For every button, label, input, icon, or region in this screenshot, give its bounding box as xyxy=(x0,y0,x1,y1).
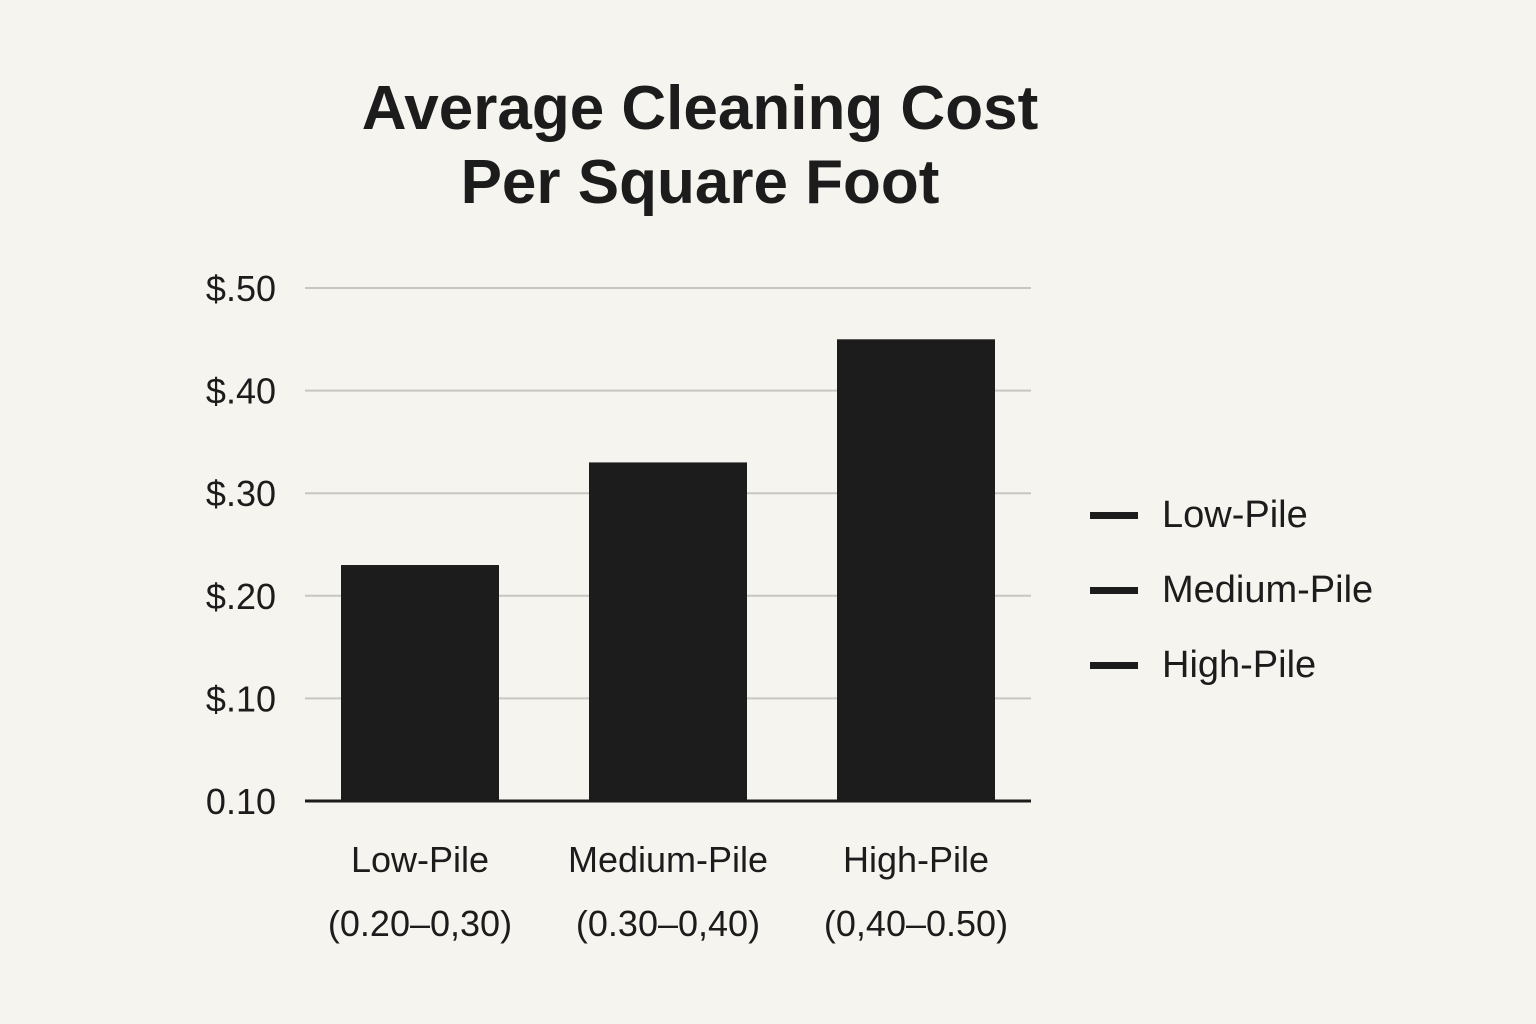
legend-label: High-Pile xyxy=(1162,644,1317,686)
bar-low-pile xyxy=(341,565,499,801)
y-tick-label: $.30 xyxy=(206,473,276,514)
y-tick-label: $.40 xyxy=(206,371,276,412)
bar-high-pile xyxy=(837,339,995,801)
y-tick-label: $.50 xyxy=(206,268,276,309)
legend-swatch xyxy=(1090,587,1138,594)
y-axis-ticks: 0.10 $.10 $.20 $.30 $.40 $.50 xyxy=(206,268,276,822)
x-axis-ticks: Low-Pile (0.20–0,30) Medium-Pile (0.30–0,40… xyxy=(328,839,1008,944)
y-tick-label: 0.10 xyxy=(206,781,276,822)
legend-label: Medium-Pile xyxy=(1162,569,1374,611)
x-tick-range-label: (0,40–0.50) xyxy=(824,903,1008,944)
legend-item-high-pile: High-Pile xyxy=(1090,628,1373,703)
x-tick-range-label: (0.20–0,30) xyxy=(328,903,512,944)
bars xyxy=(341,339,995,801)
x-tick-label: High-Pile xyxy=(843,839,989,880)
x-tick-range-label: (0.30–0,40) xyxy=(576,903,760,944)
chart-title: Average Cleaning Cost Per Square Foot xyxy=(250,72,1150,220)
legend: Low-Pile Medium-Pile High-Pile xyxy=(1090,478,1373,703)
y-tick-label: $.10 xyxy=(206,678,276,719)
legend-swatch xyxy=(1090,662,1138,669)
y-tick-label: $.20 xyxy=(206,576,276,617)
x-tick-label: Low-Pile xyxy=(351,839,489,880)
bar-medium-pile xyxy=(589,462,747,801)
chart-title-line-2: Per Square Foot xyxy=(460,148,940,217)
legend-swatch xyxy=(1090,512,1138,519)
x-tick-label: Medium-Pile xyxy=(568,839,768,880)
legend-item-medium-pile: Medium-Pile xyxy=(1090,553,1373,628)
chart-title-line-1: Average Cleaning Cost xyxy=(361,74,1039,143)
legend-item-low-pile: Low-Pile xyxy=(1090,478,1373,553)
legend-label: Low-Pile xyxy=(1162,494,1308,536)
